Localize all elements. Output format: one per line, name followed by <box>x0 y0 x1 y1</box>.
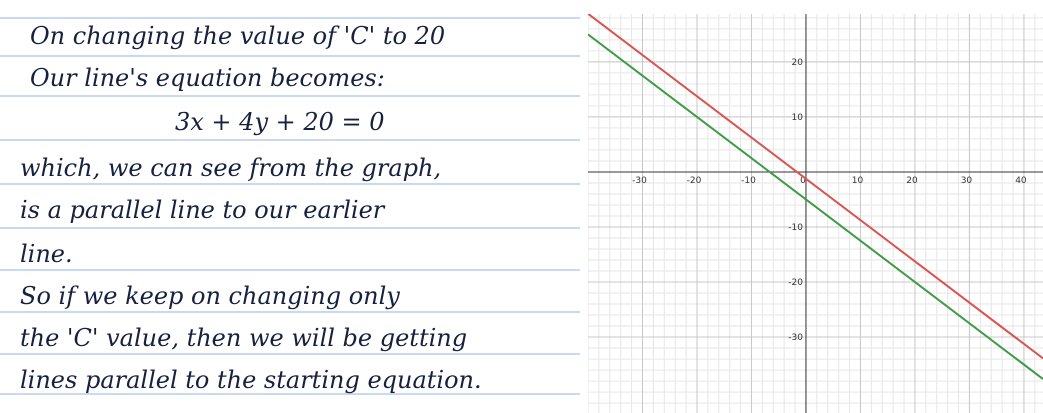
lined-paper <box>0 17 580 395</box>
y-tick-label: -30 <box>788 333 803 343</box>
y-tick-label: -10 <box>788 223 803 233</box>
x-tick-label: 0 <box>800 176 806 186</box>
x-tick-label: 20 <box>906 176 918 186</box>
y-tick-label: -20 <box>788 278 803 288</box>
note-line: the 'C' value, then we will be getting <box>20 324 467 352</box>
note-line: is a parallel line to our earlier <box>20 196 386 224</box>
note-line: Our line's equation becomes: <box>30 64 385 92</box>
note-line: lines parallel to the starting equation. <box>20 366 482 394</box>
x-tick-label: -20 <box>687 176 702 186</box>
note-line: So if we keep on changing only <box>20 282 400 310</box>
x-tick-label: -30 <box>632 176 647 186</box>
y-tick-label: 20 <box>792 58 804 68</box>
x-tick-label: 30 <box>961 176 973 186</box>
equation-line <box>588 14 1043 360</box>
plot-background <box>588 14 1043 413</box>
x-tick-label: 40 <box>1015 176 1027 186</box>
note-line: which, we can see from the graph, <box>20 154 441 182</box>
x-tick-label: 10 <box>852 176 864 186</box>
graph: -30 -20 -10 0 10 20 30 40 -30 -20 -10 10 20 <box>588 14 1043 413</box>
equation-line <box>588 33 1043 380</box>
x-tick-label: -10 <box>741 176 756 186</box>
y-tick-label: 10 <box>792 113 804 123</box>
note-line: 3x + 4y + 20 = 0 <box>175 108 385 136</box>
note-line: line. <box>20 240 73 268</box>
note-line: On changing the value of 'C' to 20 <box>30 22 445 50</box>
